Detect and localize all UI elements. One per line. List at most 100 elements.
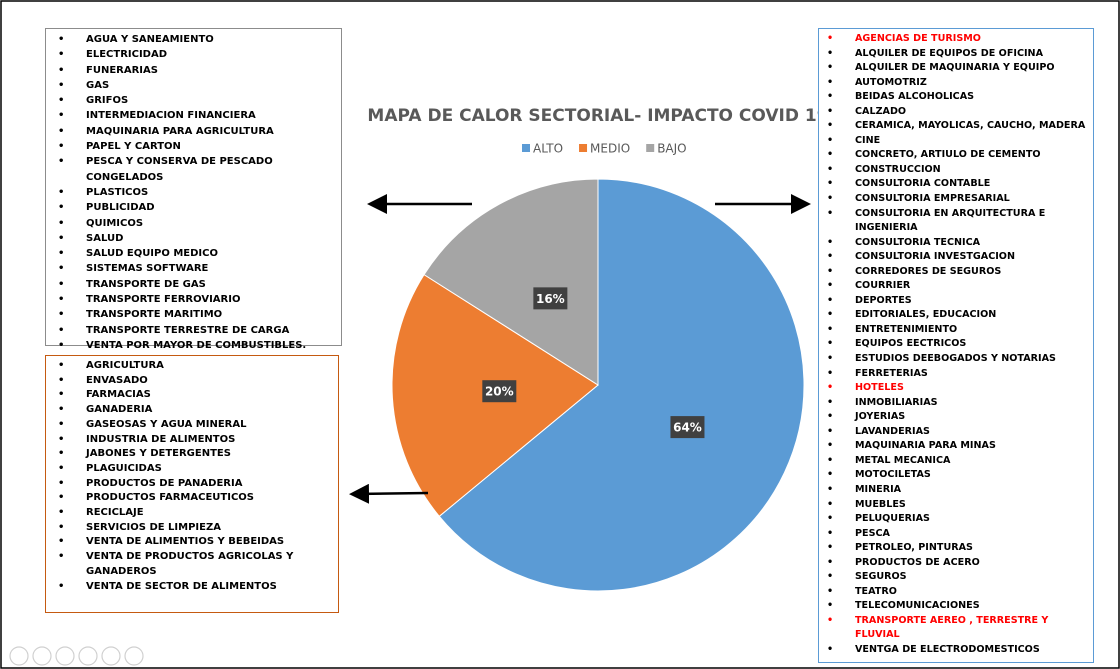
- list-item: SALUD EQUIPO MEDICO: [58, 246, 337, 262]
- list-item: VENTA DE ALIMENTIOS Y BEBEIDAS: [58, 535, 306, 550]
- list-item: TEATRO: [827, 585, 1091, 600]
- pie-slice: [423, 178, 599, 386]
- pie-slice: [438, 178, 805, 592]
- list-item: PLAGUICIDAS: [58, 462, 306, 477]
- legend-swatch: [579, 144, 588, 152]
- data-label: 20%: [485, 385, 514, 399]
- list-item: VENTA DE PRODUCTOS AGRICOLAS Y GANADEROS: [58, 550, 306, 579]
- list-item: PELUQUERIAS: [827, 512, 1091, 527]
- legend-label: MEDIO: [590, 142, 630, 156]
- data-label: 16%: [536, 292, 565, 306]
- list-box: AGRICULTURAENVASADOFARMACIASGANADERIAGAS…: [45, 355, 339, 613]
- legend: ALTO MEDIO BAJO: [522, 142, 687, 156]
- list-item: GANADERIA: [58, 403, 306, 418]
- list-item: TRANSPORTE DE GAS: [58, 277, 337, 293]
- arrow: [349, 483, 429, 504]
- list-item: GASEOSAS Y AGUA MINERAL: [58, 418, 306, 433]
- list-item: TRANSPORTE TERRESTRE DE CARGA: [58, 323, 337, 339]
- list-item: COURRIER: [827, 279, 1091, 294]
- list-item: QUIMICOS: [58, 216, 337, 232]
- list-item: FERRETERIAS: [827, 367, 1091, 382]
- nav-zoom[interactable]: [101, 646, 121, 666]
- list-item: ESTUDIOS DEEBOGADOS Y NOTARIAS: [827, 352, 1091, 367]
- list-item: CONSULTORIA EN ARQUITECTURA E INGENIERIA: [827, 207, 1091, 236]
- list-item: CORREDORES DE SEGUROS: [827, 265, 1091, 280]
- list-item: MAQUINARIA PARA MINAS: [827, 439, 1091, 454]
- legend-swatch: [646, 144, 655, 152]
- list-item: MAQUINARIA PARA AGRICULTURA: [58, 124, 337, 140]
- list-item: TELECOMUNICACIONES: [827, 599, 1091, 614]
- legend-label: ALTO: [533, 142, 563, 156]
- list-item: CONSULTORIA TECNICA: [827, 236, 1091, 251]
- list-item: ENVASADO: [58, 374, 306, 389]
- list-item: GAS: [58, 78, 337, 94]
- list-item: VENTA DE SECTOR DE ALIMENTOS: [58, 580, 306, 595]
- nav-prev[interactable]: [9, 646, 29, 666]
- list-item: MUEBLES: [827, 498, 1091, 513]
- list-item: INMOBILIARIAS: [827, 396, 1091, 411]
- list-item: MOTOCILETAS: [827, 468, 1091, 483]
- list-box: AGUA Y SANEAMIENTOELECTRICIDADFUNERARIAS…: [45, 28, 342, 354]
- list-item: PESCA Y CONSERVA DE PESCADO CONGELADOS: [58, 154, 337, 185]
- list-item: INTERMEDIACION FINANCIERA: [58, 108, 337, 124]
- list-item: EQUIPOS EECTRICOS: [827, 337, 1091, 352]
- list-item: PETROLEO, PINTURAS: [827, 541, 1091, 556]
- list-item: PLASTICOS: [58, 185, 337, 201]
- legend-swatch: [522, 144, 530, 152]
- list-item: CONSULTORIA INVESTGACION: [827, 250, 1091, 265]
- list-item: VENTGA DE ELECTRODOMESTICOS: [827, 643, 1091, 658]
- list-item: VENTA POR MAYOR DE COMBUSTIBLES.: [58, 338, 337, 354]
- list-item: PRODUCTOS FARMACEUTICOS: [58, 491, 306, 506]
- list-item: AGENCIAS DE TURISMO: [827, 32, 1091, 47]
- list-item: CONSULTORIA EMPRESARIAL: [827, 192, 1091, 207]
- list-item: TRANSPORTE MARITIMO: [58, 307, 337, 323]
- list-item: FUNERARIAS: [58, 63, 337, 79]
- list-item: TRANSPORTE AEREO , TERRESTRE Y FLUVIAL: [827, 614, 1091, 643]
- list-item: ELECTRICIDAD: [58, 47, 337, 63]
- list-item: ALQUILER DE MAQUINARIA Y EQUIPO: [827, 61, 1091, 76]
- list-item: CONSULTORIA CONTABLE: [827, 177, 1091, 192]
- list-item: CERAMICA, MAYOLICAS, CAUCHO, MADERA: [827, 119, 1091, 134]
- list-item: INDUSTRIA DE ALIMENTOS: [58, 433, 306, 448]
- data-label-box: [482, 380, 517, 403]
- data-label-box: [670, 416, 705, 439]
- nav-slides[interactable]: [78, 646, 98, 666]
- list-item: PESCA: [827, 527, 1091, 542]
- list-item: AGUA Y SANEAMIENTO: [58, 32, 337, 48]
- data-label-box: [533, 287, 568, 310]
- list-item: SEGUROS: [827, 570, 1091, 585]
- list-item: JABONES Y DETERGENTES: [58, 447, 306, 462]
- legend-label: BAJO: [657, 142, 686, 156]
- list-item: ENTRETENIMIENTO: [827, 323, 1091, 338]
- nav-next[interactable]: [32, 646, 52, 666]
- list-item: CALZADO: [827, 105, 1091, 120]
- list-item: SALUD: [58, 231, 337, 247]
- list-item: CONSTRUCCION: [827, 163, 1091, 178]
- nav-more[interactable]: [124, 646, 144, 666]
- list-item: METAL MECANICA: [827, 454, 1091, 469]
- list-item: LAVANDERIAS: [827, 425, 1091, 440]
- list-item: PRODUCTOS DE PANADERIA: [58, 477, 306, 492]
- pie: 64% 20% 16%: [391, 178, 805, 592]
- nav-icons: [9, 646, 144, 666]
- list-item: CINE: [827, 134, 1091, 149]
- list-box: AGENCIAS DE TURISMOALQUILER DE EQUIPOS D…: [818, 28, 1094, 663]
- list-item: RECICLAJE: [58, 506, 306, 521]
- chart-title: MAPA DE CALOR SECTORIAL- IMPACTO COVID 1…: [367, 106, 828, 126]
- list-item: TRANSPORTE FERROVIARIO: [58, 292, 337, 308]
- list-item: AGRICULTURA: [58, 359, 306, 374]
- data-label: 64%: [673, 421, 702, 435]
- list-item: SISTEMAS SOFTWARE: [58, 261, 337, 277]
- list-item: PRODUCTOS DE ACERO: [827, 556, 1091, 571]
- list-item: EDITORIALES, EDUCACION: [827, 308, 1091, 323]
- list-item: ALQUILER DE EQUIPOS DE OFICINA: [827, 47, 1091, 62]
- list-item: CONCRETO, ARTIULO DE CEMENTO: [827, 148, 1091, 163]
- list-item: SERVICIOS DE LIMPIEZA: [58, 521, 306, 536]
- list-item: FARMACIAS: [58, 388, 306, 403]
- list-item: BEIDAS ALCOHOLICAS: [827, 90, 1091, 105]
- nav-pen[interactable]: [55, 646, 75, 666]
- list-item: MINERIA: [827, 483, 1091, 498]
